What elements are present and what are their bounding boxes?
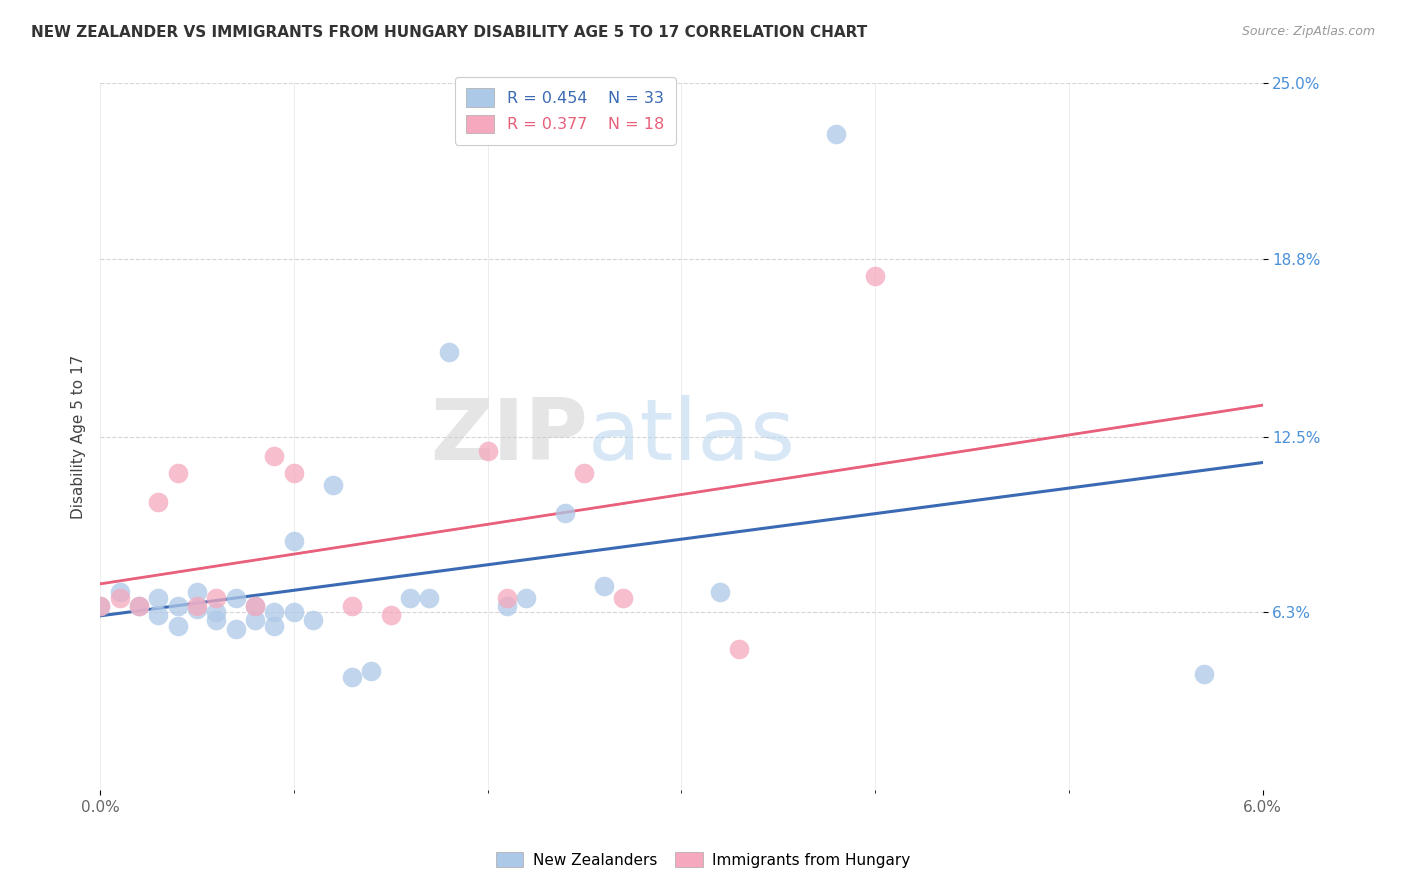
Point — [574, 467, 596, 481]
Point — [554, 506, 576, 520]
Text: Source: ZipAtlas.com: Source: ZipAtlas.com — [1241, 25, 1375, 38]
Point — [89, 599, 111, 614]
Text: ZIP: ZIP — [430, 395, 588, 478]
Point — [166, 619, 188, 633]
Point — [148, 607, 170, 622]
Point — [283, 467, 305, 481]
Point — [496, 599, 519, 614]
Point — [243, 599, 266, 614]
Point — [263, 450, 285, 464]
Point — [108, 591, 131, 605]
Point — [709, 585, 731, 599]
Point — [863, 268, 886, 283]
Point — [186, 599, 208, 614]
Point — [380, 607, 402, 622]
Point — [1194, 667, 1216, 681]
Point — [263, 619, 285, 633]
Point — [205, 613, 228, 627]
Point — [166, 599, 188, 614]
Point — [225, 622, 247, 636]
Point — [166, 467, 188, 481]
Point — [205, 591, 228, 605]
Text: NEW ZEALANDER VS IMMIGRANTS FROM HUNGARY DISABILITY AGE 5 TO 17 CORRELATION CHAR: NEW ZEALANDER VS IMMIGRANTS FROM HUNGARY… — [31, 25, 868, 40]
Point — [283, 605, 305, 619]
Point — [360, 664, 382, 678]
Point — [322, 477, 344, 491]
Point — [205, 605, 228, 619]
Point — [340, 599, 363, 614]
Y-axis label: Disability Age 5 to 17: Disability Age 5 to 17 — [72, 354, 86, 519]
Point — [515, 591, 537, 605]
Point — [496, 591, 519, 605]
Point — [592, 579, 614, 593]
Point — [243, 613, 266, 627]
Legend: R = 0.454    N = 33, R = 0.377    N = 18: R = 0.454 N = 33, R = 0.377 N = 18 — [454, 78, 676, 145]
Point — [128, 599, 150, 614]
Point — [128, 599, 150, 614]
Text: atlas: atlas — [588, 395, 796, 478]
Point — [225, 591, 247, 605]
Legend: New Zealanders, Immigrants from Hungary: New Zealanders, Immigrants from Hungary — [488, 844, 918, 875]
Point — [477, 443, 499, 458]
Point — [186, 585, 208, 599]
Point — [302, 613, 325, 627]
Point — [263, 605, 285, 619]
Point — [89, 599, 111, 614]
Point — [243, 599, 266, 614]
Point — [399, 591, 422, 605]
Point — [283, 534, 305, 549]
Point — [148, 591, 170, 605]
Point — [148, 494, 170, 508]
Point — [825, 128, 848, 142]
Point — [108, 585, 131, 599]
Point — [418, 591, 440, 605]
Point — [437, 344, 460, 359]
Point — [728, 641, 751, 656]
Point — [186, 602, 208, 616]
Point — [340, 670, 363, 684]
Point — [612, 591, 634, 605]
